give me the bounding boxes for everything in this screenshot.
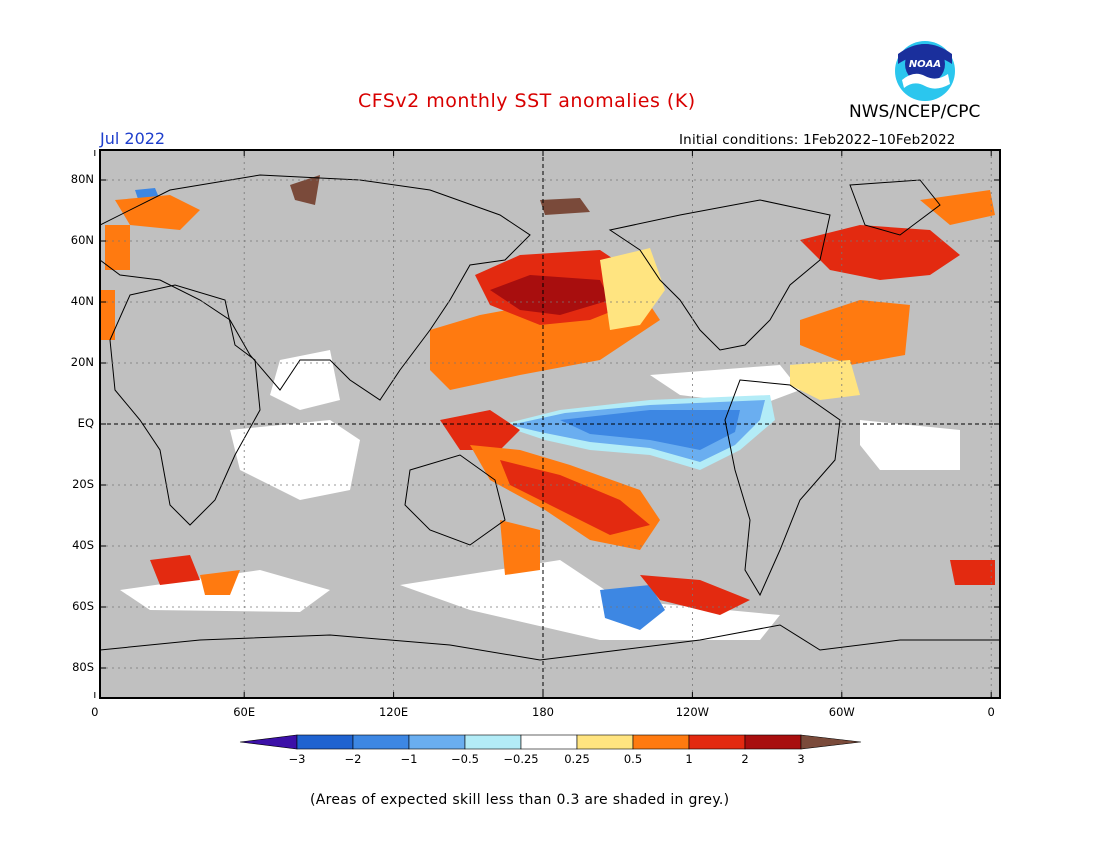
coastline-4 bbox=[724, 379, 841, 597]
colorbar-tick-label: −2 bbox=[344, 752, 362, 766]
latitude-label: 20N bbox=[70, 355, 94, 369]
latitude-label: EQ bbox=[77, 416, 94, 430]
coastline-6 bbox=[100, 624, 1000, 661]
coastline-5 bbox=[849, 179, 941, 236]
warm-south-indian-2 bbox=[200, 570, 240, 595]
latitude-label: 60N bbox=[70, 233, 94, 247]
neutral-indian-ocean bbox=[230, 420, 360, 500]
warm-ne-pacific-margin bbox=[600, 248, 665, 330]
warm-barents-east bbox=[920, 190, 995, 225]
colorbar bbox=[239, 734, 862, 750]
latitude-label: 20S bbox=[72, 477, 94, 491]
initial-conditions-label: Initial conditions: 1Feb2022–10Feb2022 bbox=[679, 132, 956, 148]
colorbar-tick-label: 2 bbox=[741, 752, 749, 766]
warm-spcz-core bbox=[500, 460, 650, 535]
colorbar-segment bbox=[296, 734, 354, 750]
noaa-logo: NOAA bbox=[895, 41, 955, 101]
extreme-patch-chukchi bbox=[540, 198, 590, 215]
colorbar-tick-label: 0.5 bbox=[623, 752, 643, 766]
extreme-patch-arctic bbox=[290, 175, 320, 205]
coastline-0 bbox=[109, 284, 261, 526]
warm-warm-pool bbox=[440, 410, 520, 450]
coastline-1 bbox=[100, 174, 531, 401]
colorbar-tick-label: 3 bbox=[797, 752, 805, 766]
colorbar-tick-label: −3 bbox=[288, 752, 306, 766]
warm-tropical-atlantic bbox=[790, 360, 860, 400]
coastline-3 bbox=[608, 199, 831, 351]
anomaly-field bbox=[100, 175, 995, 640]
neutral-south-atlantic bbox=[860, 420, 960, 470]
longitude-label: 60E bbox=[233, 705, 256, 719]
neutral-east-pacific bbox=[650, 365, 800, 405]
agency-label: NWS/NCEP/CPC bbox=[849, 102, 981, 122]
colorbar-tick-label: −0.25 bbox=[503, 752, 539, 766]
neutral-southern-pacific bbox=[400, 560, 780, 640]
coastlines bbox=[100, 174, 1000, 661]
graticule bbox=[100, 150, 1000, 698]
cold-patch-south-pacific bbox=[600, 585, 665, 630]
warm-south-atlantic-east bbox=[950, 560, 995, 585]
longitude-label: 0 bbox=[91, 705, 99, 719]
colorbar-low-arrow bbox=[239, 734, 298, 750]
colorbar-tick-label: 0.25 bbox=[564, 752, 590, 766]
longitude-label: 0 bbox=[987, 705, 995, 719]
chart-title: CFSv2 monthly SST anomalies (K) bbox=[358, 90, 696, 112]
colorbar-tick-label: 1 bbox=[685, 752, 693, 766]
longitude-label: 120E bbox=[378, 705, 409, 719]
colorbar-segment bbox=[576, 734, 634, 750]
longitude-label: 60W bbox=[828, 705, 855, 719]
colorbar-segment bbox=[520, 734, 578, 750]
colorbar-segment bbox=[352, 734, 410, 750]
latitude-label: 80S bbox=[72, 660, 94, 674]
neutral-bay-of-bengal bbox=[270, 350, 340, 410]
warm-north-atlantic bbox=[800, 300, 910, 365]
warm-south-pacific-south bbox=[640, 575, 750, 615]
colorbar-segment bbox=[688, 734, 746, 750]
coastline-2 bbox=[404, 454, 506, 546]
skill-footnote: (Areas of expected skill less than 0.3 a… bbox=[310, 792, 730, 808]
warm-med-west bbox=[100, 290, 115, 340]
hot-kuroshio-core bbox=[490, 275, 610, 315]
latitude-label: 80N bbox=[70, 172, 94, 186]
colorbar-segment bbox=[408, 734, 466, 750]
axis-ticks bbox=[94, 150, 1000, 698]
warm-north-atlantic-subpolar bbox=[800, 225, 960, 280]
warm-south-indian-1 bbox=[150, 555, 200, 585]
colorbar-high-arrow bbox=[800, 734, 862, 750]
colorbar-tick-label: −0.5 bbox=[451, 752, 479, 766]
colorbar-tick-label: −1 bbox=[400, 752, 418, 766]
warm-tasman bbox=[500, 520, 540, 575]
latitude-label: 60S bbox=[72, 599, 94, 613]
longitude-label: 120W bbox=[675, 705, 710, 719]
cold-tongue-core bbox=[560, 410, 740, 450]
longitude-label: 180 bbox=[532, 705, 554, 719]
latitude-label: 40N bbox=[70, 294, 94, 308]
noaa-logo-text: NOAA bbox=[909, 59, 941, 70]
warm-norwegian-sea bbox=[115, 195, 200, 230]
target-month-label: Jul 2022 bbox=[100, 129, 166, 148]
colorbar-segment bbox=[632, 734, 690, 750]
colorbar-segment bbox=[464, 734, 522, 750]
latitude-label: 40S bbox=[72, 538, 94, 552]
warm-norwegian-coast bbox=[105, 225, 130, 270]
colorbar-segment bbox=[744, 734, 802, 750]
